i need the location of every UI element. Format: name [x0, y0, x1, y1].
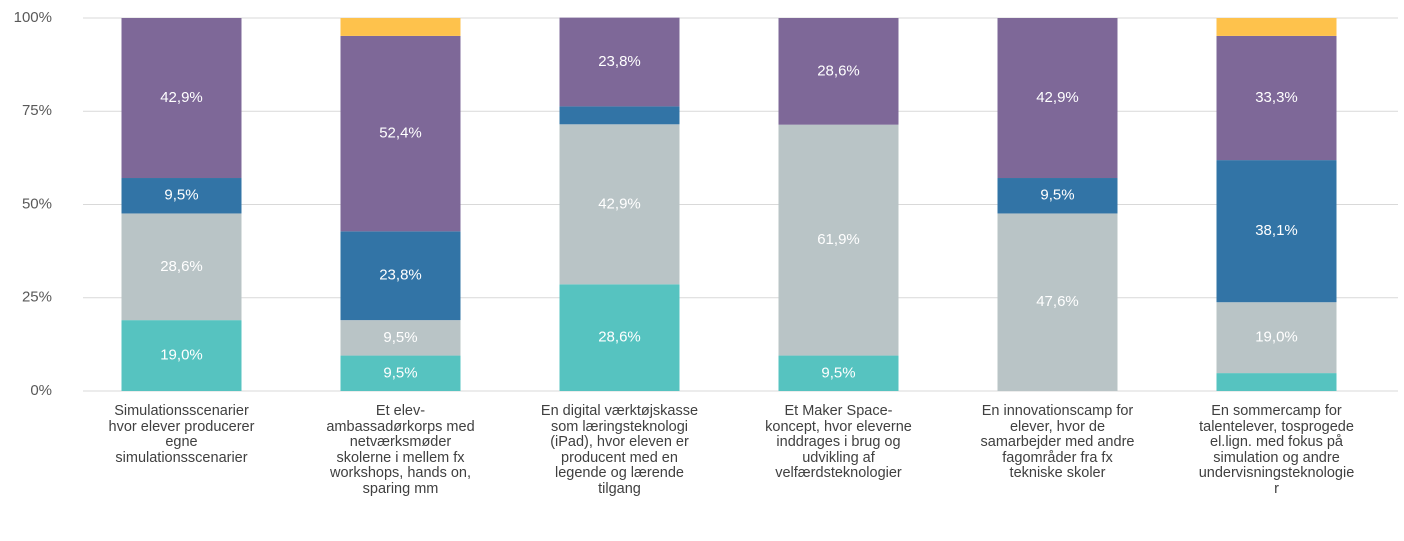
value-label: 47,6%	[1036, 293, 1079, 310]
x-tick-label: Simulationsscenarier hvor elever produce…	[108, 403, 255, 466]
x-tick-label: Et Maker Space-koncept, hvor eleverne in…	[765, 403, 912, 481]
bar-segment	[1216, 35, 1337, 161]
bar-segment	[559, 106, 680, 125]
bar-segment	[121, 178, 242, 214]
value-label: 38,1%	[1255, 222, 1298, 239]
bar-segment	[997, 18, 1118, 179]
value-label: 19,0%	[1255, 329, 1298, 346]
value-label: 9,5%	[821, 364, 855, 381]
value-label: 42,9%	[160, 89, 203, 106]
value-label: 52,4%	[379, 125, 422, 142]
y-tick-label: 75%	[22, 102, 52, 119]
bar-segment	[997, 178, 1118, 214]
bar-segment	[121, 18, 242, 179]
bar-segment	[340, 320, 461, 356]
bar-segment	[340, 355, 461, 391]
value-label: 9,5%	[383, 329, 417, 346]
value-label: 33,3%	[1255, 89, 1298, 106]
x-tick-label: En innovationscamp for elever, hvor de s…	[980, 403, 1135, 481]
value-label: 61,9%	[817, 231, 860, 248]
value-label: 9,5%	[383, 364, 417, 381]
bar-segment	[997, 213, 1118, 391]
value-label: 42,9%	[1036, 89, 1079, 106]
value-label: 42,9%	[598, 195, 641, 212]
bar-segment	[778, 18, 899, 125]
x-tick-label: En digital værktøjskasse som læringstekn…	[540, 403, 699, 497]
bar-segment	[340, 231, 461, 321]
bar-segment	[340, 18, 461, 36]
bar-segment	[340, 35, 461, 232]
bar-segment	[559, 284, 680, 391]
bar-segment	[1216, 302, 1337, 374]
y-tick-label: 0%	[30, 382, 52, 399]
value-label: 28,6%	[160, 258, 203, 275]
y-tick-label: 50%	[22, 195, 52, 212]
bar-segment	[559, 17, 680, 107]
value-label: 28,6%	[598, 329, 641, 346]
value-label: 28,6%	[817, 62, 860, 79]
y-tick-label: 25%	[22, 289, 52, 306]
bar-segment	[559, 124, 680, 285]
bar-segment	[121, 320, 242, 391]
value-label: 19,0%	[160, 347, 203, 364]
value-label: 23,8%	[598, 53, 641, 70]
bar-segment	[1216, 18, 1337, 36]
bar-segment	[778, 124, 899, 356]
bar-segment	[1216, 373, 1337, 391]
bar-segment	[1216, 160, 1337, 303]
y-tick-label: 100%	[14, 9, 52, 26]
bar-segment	[778, 355, 899, 391]
value-label: 23,8%	[379, 267, 422, 284]
bar-segment	[121, 213, 242, 321]
value-label: 9,5%	[164, 187, 198, 204]
x-tick-label: En sommercamp for talentelever, tosproge…	[1198, 403, 1355, 497]
x-tick-label: Et elev-ambassadørkorps med netværksmøde…	[326, 403, 475, 497]
value-label: 9,5%	[1040, 187, 1074, 204]
